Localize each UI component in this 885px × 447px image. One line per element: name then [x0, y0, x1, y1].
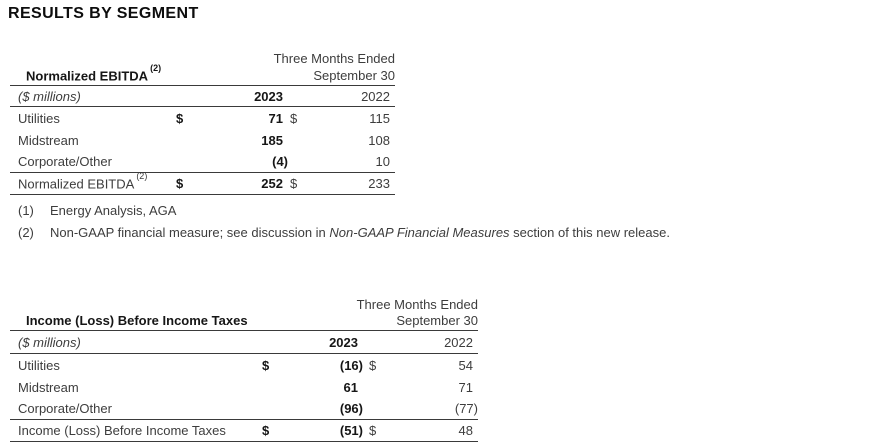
total-value-2022: 233: [368, 176, 390, 191]
dollar-sign: $: [176, 110, 184, 126]
value-2023: (4): [272, 154, 288, 169]
value-2022: (77): [454, 401, 478, 416]
column-header-2023: 2023: [329, 334, 358, 350]
footnote-marker: (2): [18, 224, 34, 240]
column-header-row: ($ millions) 2023 2022: [10, 86, 395, 107]
column-header-row: ($ millions) 2023 2022: [10, 331, 478, 354]
value-2023: 185: [261, 132, 283, 148]
footnote-text-pre: Non-GAAP financial measure; see discussi…: [50, 224, 330, 240]
table-title: Normalized EBITDA(2): [10, 63, 161, 83]
period-heading-line1: Three Months Ended: [356, 297, 478, 312]
normalized-ebitda-table: Three Months Ended Normalized EBITDA(2) …: [10, 46, 395, 195]
total-label-text: Normalized EBITDA: [18, 176, 135, 192]
table-row-utilities: Utilities $ (16) $ 54: [10, 354, 478, 376]
footnote-marker: (1): [18, 202, 34, 218]
row-label: Midstream: [18, 132, 79, 148]
row-label: Utilities: [18, 110, 60, 126]
column-header-2023: 2023: [254, 88, 283, 104]
total-value-2022: 48: [458, 423, 473, 438]
period-heading-line2: September 30: [313, 68, 395, 83]
income-before-taxes-table: Three Months Ended Income (Loss) Before …: [10, 293, 478, 442]
footnote-1: (1) Energy Analysis, AGA: [10, 199, 730, 221]
total-value-2023: (51): [339, 423, 363, 438]
value-2022: 115: [369, 110, 390, 126]
table-header-row: Normalized EBITDA(2) September 30: [10, 63, 395, 86]
value-2022: 10: [375, 154, 390, 169]
table-total-row: Income (Loss) Before Income Taxes $ (51)…: [10, 420, 478, 442]
footnote-ref-superscript: (2): [136, 171, 148, 182]
period-heading-line2: September 30: [396, 313, 478, 328]
dollar-sign: $: [369, 357, 377, 373]
period-heading-line1: Three Months Ended: [273, 51, 395, 66]
footnote-text-italic: Non-GAAP Financial Measures: [329, 224, 510, 240]
dollar-sign: $: [290, 110, 298, 126]
column-header-2022: 2022: [444, 334, 473, 350]
table-row-midstream: Midstream 185 108: [10, 129, 395, 151]
table-row-corporate-other: Corporate/Other (4) 10: [10, 151, 395, 173]
value-2023: 61: [343, 379, 358, 395]
dollar-sign: $: [262, 423, 270, 438]
table-row-corporate-other: Corporate/Other (96) (77): [10, 398, 478, 420]
footnote-text: Non-GAAP financial measure; see discussi…: [50, 225, 730, 240]
table-title-text: Normalized EBITDA: [26, 68, 149, 83]
footnotes: (1) Energy Analysis, AGA (2) Non-GAAP fi…: [10, 199, 730, 243]
footnote-text-post: section of this new release.: [509, 224, 670, 240]
dollar-sign: $: [369, 423, 377, 438]
table-row-midstream: Midstream 61 71: [10, 376, 478, 398]
table-title: Income (Loss) Before Income Taxes: [26, 313, 248, 328]
units-label: ($ millions): [18, 334, 81, 350]
value-2023: (16): [339, 357, 363, 373]
row-label: Utilities: [18, 357, 60, 373]
footnote-ref-superscript: (2): [150, 62, 162, 73]
column-header-2022: 2022: [361, 88, 390, 104]
table-header-row: Income (Loss) Before Income Taxes Septem…: [10, 312, 478, 331]
row-label: Corporate/Other: [18, 401, 112, 416]
units-label: ($ millions): [18, 88, 81, 104]
dollar-sign: $: [262, 357, 270, 373]
value-2023: 71: [268, 110, 283, 126]
total-row-label: Normalized EBITDA(2): [10, 171, 174, 192]
footnote-text: Energy Analysis, AGA: [50, 202, 177, 218]
table-row-utilities: Utilities $ 71 $ 115: [10, 107, 395, 129]
footnote-2: (2) Non-GAAP financial measure; see disc…: [10, 221, 730, 243]
row-label: Corporate/Other: [18, 154, 112, 169]
total-row-label: Income (Loss) Before Income Taxes: [18, 423, 226, 438]
value-2023: (96): [339, 401, 363, 416]
dollar-sign: $: [290, 176, 298, 191]
row-label: Midstream: [18, 379, 79, 395]
total-value-2023: 252: [261, 176, 283, 191]
page-title: RESULTS BY SEGMENT: [8, 5, 199, 22]
dollar-sign: $: [176, 176, 184, 191]
value-2022: 108: [368, 132, 390, 148]
value-2022: 71: [458, 379, 473, 395]
value-2022: 54: [458, 357, 473, 373]
table-total-row: Normalized EBITDA(2) $ 252 $ 233: [10, 171, 395, 195]
